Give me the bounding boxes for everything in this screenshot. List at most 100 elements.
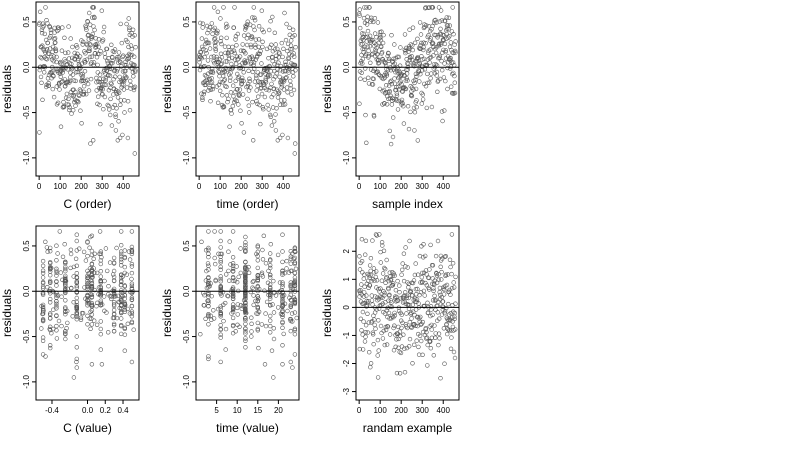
data-point — [85, 81, 91, 87]
data-point — [430, 263, 436, 268]
data-point — [113, 88, 119, 93]
data-point — [376, 286, 381, 292]
data-point — [51, 94, 57, 100]
data-points — [197, 5, 298, 156]
data-point — [439, 18, 444, 23]
data-point — [254, 98, 259, 104]
data-point — [260, 247, 265, 253]
data-point — [212, 35, 218, 41]
y-tick-label: 0.0 — [342, 61, 351, 73]
data-point — [102, 55, 108, 60]
data-point — [98, 298, 104, 303]
data-point — [243, 345, 248, 350]
data-point — [92, 15, 97, 20]
data-point — [122, 264, 128, 270]
y-tick-label: 2 — [342, 248, 351, 253]
data-point — [449, 84, 454, 89]
data-point — [107, 260, 113, 265]
data-point — [206, 71, 211, 76]
data-point — [111, 321, 117, 327]
data-point — [74, 43, 79, 48]
data-point — [428, 339, 433, 344]
data-point — [357, 101, 362, 106]
data-point — [281, 46, 286, 51]
data-point — [54, 283, 59, 288]
data-point — [120, 132, 125, 138]
data-point — [383, 63, 389, 69]
data-point — [132, 151, 138, 156]
data-point — [212, 255, 217, 261]
data-point — [388, 298, 394, 303]
data-point — [91, 5, 97, 10]
data-point — [86, 37, 92, 42]
data-point — [361, 294, 367, 299]
data-point — [206, 292, 211, 297]
data-point — [84, 27, 89, 32]
data-point — [240, 92, 246, 97]
data-point — [243, 303, 248, 309]
y-tick-label: 0 — [342, 305, 351, 310]
data-point — [87, 41, 93, 47]
data-point — [232, 5, 237, 10]
data-point — [41, 23, 46, 29]
data-point — [276, 290, 282, 295]
data-point — [226, 249, 231, 254]
data-point — [421, 40, 426, 45]
data-point — [288, 302, 293, 308]
data-point — [243, 273, 248, 279]
data-point — [377, 72, 382, 78]
data-point — [412, 63, 417, 69]
data-point — [452, 73, 457, 79]
data-point — [379, 29, 384, 34]
data-point — [286, 70, 291, 75]
data-point — [203, 248, 209, 253]
data-point — [363, 238, 369, 244]
data-point — [381, 328, 386, 334]
data-point — [292, 246, 298, 251]
data-point — [50, 86, 55, 92]
data-point — [87, 316, 92, 321]
data-point — [284, 21, 289, 27]
data-point — [263, 79, 269, 85]
data-points — [198, 229, 299, 380]
data-point — [92, 50, 98, 56]
data-point — [415, 272, 421, 277]
data-point — [206, 354, 211, 359]
data-point — [212, 40, 218, 46]
data-point — [288, 280, 293, 285]
data-point — [47, 273, 53, 278]
data-point — [253, 298, 258, 304]
data-point — [40, 270, 46, 276]
data-point — [260, 44, 265, 50]
data-point — [70, 314, 75, 319]
data-point — [260, 257, 266, 262]
data-point — [442, 108, 447, 113]
data-point — [280, 269, 285, 274]
data-point — [133, 69, 138, 74]
data-point — [413, 287, 419, 292]
data-point — [251, 138, 256, 143]
data-point — [220, 73, 226, 79]
data-point — [221, 104, 227, 110]
data-point — [410, 361, 415, 366]
data-point — [243, 329, 248, 334]
data-point — [433, 50, 439, 56]
data-point — [88, 141, 93, 146]
data-point — [417, 79, 422, 84]
data-point — [54, 258, 59, 263]
data-point — [208, 87, 214, 93]
data-point — [256, 37, 262, 42]
data-point — [86, 88, 92, 93]
data-point — [425, 71, 430, 77]
data-point — [280, 271, 285, 276]
data-point — [268, 286, 273, 291]
data-point — [122, 73, 128, 79]
data-point — [127, 107, 133, 113]
data-point — [205, 80, 210, 86]
data-point — [62, 83, 68, 89]
data-point — [85, 275, 90, 281]
data-point — [54, 306, 59, 311]
data-point — [247, 78, 253, 84]
data-point — [238, 48, 244, 53]
data-point — [203, 48, 208, 53]
